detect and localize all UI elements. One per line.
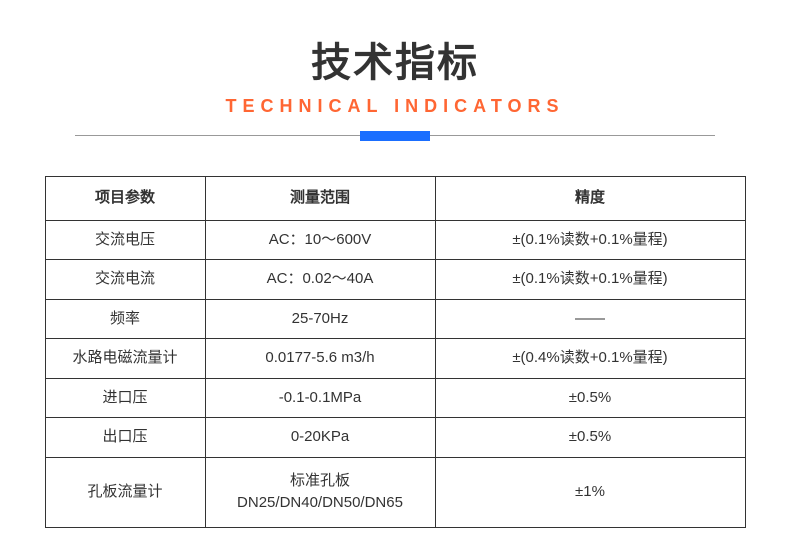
page-container: 技术指标 TECHNICAL INDICATORS 项目参数 测量范围 精度 交… [0, 0, 790, 528]
table-row: 出口压 0-20KPa ±0.5% [45, 418, 745, 458]
cell-precision: —— [435, 299, 745, 339]
cell-range: 0.0177-5.6 m3/h [205, 339, 435, 379]
table-row: 水路电磁流量计 0.0177-5.6 m3/h ±(0.4%读数+0.1%量程) [45, 339, 745, 379]
cell-range: 0-20KPa [205, 418, 435, 458]
table-row: 进口压 -0.1-0.1MPa ±0.5% [45, 378, 745, 418]
col-header-precision: 精度 [435, 177, 745, 221]
cell-param: 交流电压 [45, 220, 205, 260]
cell-range: 标准孔板DN25/DN40/DN50/DN65 [205, 457, 435, 527]
cell-precision: ±1% [435, 457, 745, 527]
cell-precision: ±(0.1%读数+0.1%量程) [435, 220, 745, 260]
col-header-range: 测量范围 [205, 177, 435, 221]
cell-param: 频率 [45, 299, 205, 339]
cell-param: 交流电流 [45, 260, 205, 300]
cell-range: AC：10～600V [205, 220, 435, 260]
divider-accent [360, 131, 430, 141]
table-row: 交流电压 AC：10～600V ±(0.1%读数+0.1%量程) [45, 220, 745, 260]
table-body: 交流电压 AC：10～600V ±(0.1%读数+0.1%量程) 交流电流 AC… [45, 220, 745, 527]
table-header-row: 项目参数 测量范围 精度 [45, 177, 745, 221]
col-header-param: 项目参数 [45, 177, 205, 221]
cell-param: 进口压 [45, 378, 205, 418]
divider-line-right [395, 135, 715, 136]
cell-precision: ±0.5% [435, 418, 745, 458]
title-sub: TECHNICAL INDICATORS [0, 96, 790, 117]
cell-range: 25-70Hz [205, 299, 435, 339]
cell-precision: ±0.5% [435, 378, 745, 418]
cell-range: AC：0.02～40A [205, 260, 435, 300]
table-row: 交流电流 AC：0.02～40A ±(0.1%读数+0.1%量程) [45, 260, 745, 300]
spec-table: 项目参数 测量范围 精度 交流电压 AC：10～600V ±(0.1%读数+0.… [45, 176, 746, 528]
cell-precision: ±(0.4%读数+0.1%量程) [435, 339, 745, 379]
title-main: 技术指标 [0, 30, 790, 88]
cell-param: 出口压 [45, 418, 205, 458]
table-row: 频率 25-70Hz —— [45, 299, 745, 339]
divider [75, 135, 715, 136]
cell-precision: ±(0.1%读数+0.1%量程) [435, 260, 745, 300]
cell-param: 水路电磁流量计 [45, 339, 205, 379]
divider-line-left [75, 135, 395, 136]
table-row: 孔板流量计 标准孔板DN25/DN40/DN50/DN65 ±1% [45, 457, 745, 527]
cell-range: -0.1-0.1MPa [205, 378, 435, 418]
cell-param: 孔板流量计 [45, 457, 205, 527]
